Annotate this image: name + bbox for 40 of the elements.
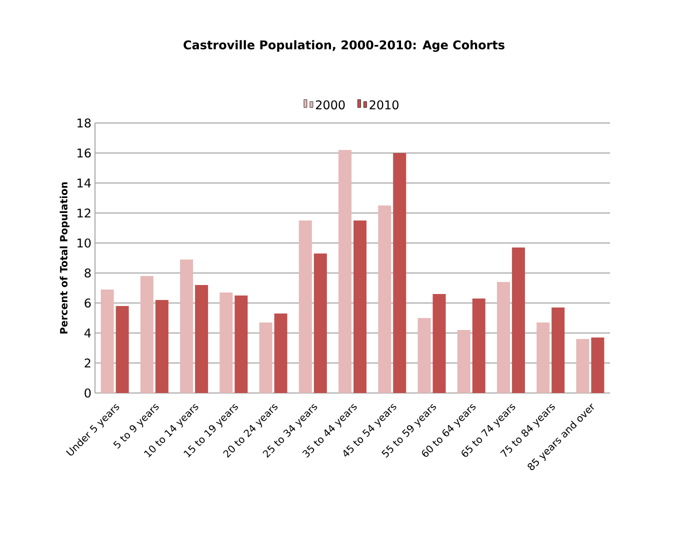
y-tick-label: 10: [78, 238, 91, 248]
bar: [100, 290, 114, 393]
y-tick-label: 12: [78, 208, 90, 218]
bar: [155, 300, 168, 393]
bar: [234, 296, 248, 393]
y-tick-label: 4: [84, 328, 91, 338]
bar: [298, 220, 312, 393]
bar: [472, 298, 486, 393]
bar: [180, 260, 194, 393]
chart-title: Castroville Population, 2000-2010: Age Cohorts: [184, 40, 504, 52]
y-tick-label: 18: [78, 118, 91, 128]
bar: [496, 282, 510, 393]
bar: [378, 205, 392, 393]
y-axis-title: Percent of Total Population: [60, 182, 70, 334]
bar: [338, 150, 352, 393]
bar: [195, 285, 208, 393]
y-tick-label: 0: [84, 388, 91, 398]
y-tick-label: 6: [84, 298, 91, 308]
bar: [354, 220, 366, 393]
bar: [552, 308, 565, 393]
bar: [591, 338, 604, 393]
bar: [259, 322, 272, 393]
bar: [576, 339, 590, 393]
bar: [314, 254, 327, 393]
bar: [418, 318, 431, 393]
bar: [512, 248, 525, 393]
bar: [274, 314, 288, 393]
y-tick-label: 2: [84, 358, 90, 368]
legend-label: 2000: [316, 100, 345, 110]
bar: [457, 330, 470, 393]
bar: [220, 292, 233, 393]
bar: [393, 152, 406, 393]
legend-label: 2010: [370, 100, 398, 110]
y-tick-label: 14: [78, 178, 91, 188]
y-tick-label: 16: [78, 148, 91, 158]
y-tick-label: 8: [84, 268, 91, 278]
bar: [536, 322, 550, 393]
bar: [140, 276, 154, 393]
bar: [116, 306, 129, 393]
bar: [432, 294, 446, 393]
